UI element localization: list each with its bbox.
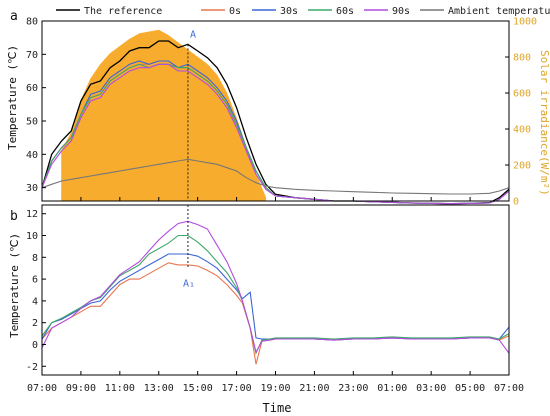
- panel-a-ytick-label: 70: [26, 50, 38, 61]
- x-tick-label: 15:00: [183, 383, 213, 394]
- panel-a-ytick-label: 30: [26, 183, 38, 194]
- annotation-a: A: [190, 30, 196, 41]
- x-axis-label: Time: [263, 401, 292, 415]
- x-tick-label: 19:00: [260, 383, 290, 394]
- legend-label-60s: 60s: [336, 6, 354, 17]
- panel-a-ylabel: Temperature (℃): [6, 45, 19, 150]
- x-tick-label: 23:00: [338, 383, 368, 394]
- panel-a-ytick-label: 60: [26, 83, 38, 94]
- panel-b-ytick-label: 6: [32, 275, 38, 286]
- x-tick-label: 07:00: [494, 383, 524, 394]
- panel-b-series-30s: [41, 253, 510, 341]
- panel-b-ytick-label: 2: [32, 318, 38, 329]
- x-tick-label: 01:00: [377, 383, 407, 394]
- legend-label-30s: 30s: [280, 6, 298, 17]
- panel-b-series-60s: [41, 234, 510, 355]
- panel-a-ytick-label: 80: [26, 17, 38, 28]
- legend-label-0s: 0s: [229, 6, 241, 17]
- panel-a-marker: A: [187, 30, 196, 201]
- legend: The reference 0s 30s 60s 90s Ambient temperat…: [56, 6, 550, 17]
- panel-a-right-ticks: 0 200 400 600 800 1000: [505, 17, 537, 208]
- panel-a-y2tick-label: 600: [513, 89, 531, 100]
- panel-a-y2tick-label: 0: [513, 197, 519, 208]
- x-tick-label: 13:00: [144, 383, 174, 394]
- x-tick-label: 17:00: [222, 383, 252, 394]
- panel-a-y2tick-label: 1000: [513, 17, 537, 28]
- panel-b-x-ticks: 07:00 09:00 11:00 13:00 15:00 17:00 19:00 21:00…: [27, 197, 524, 394]
- panel-b-label: b: [10, 209, 18, 224]
- panel-b-ylabel: Temperature (℃): [8, 233, 21, 338]
- panel-b-ytick-label: 0: [32, 340, 38, 351]
- x-tick-label: 09:00: [66, 383, 96, 394]
- legend-label-90s: 90s: [392, 6, 410, 17]
- panel-a-series-90s: [41, 63, 510, 205]
- x-tick-label: 05:00: [455, 383, 485, 394]
- legend-label-ambient-temperature: Ambient temperature: [448, 6, 550, 17]
- x-tick-label: 07:00: [27, 383, 57, 394]
- panel-b-left-ticks: -2 0 2 4 6 8 10 12: [26, 209, 46, 373]
- panel-b-ytick-label: 12: [26, 209, 38, 220]
- panel-a-y2label: Solar irradiance(W/m²): [538, 50, 550, 196]
- panel-a-left-ticks: 30 40 50 60 70 80: [26, 17, 46, 194]
- panel-a: 30 40 50 60 70 80 0 200 400 600 800 1000 A a Tempe…: [6, 9, 550, 208]
- panel-a-label: a: [10, 9, 18, 24]
- annotation-a1: A₁: [183, 279, 195, 290]
- panel-b: -2 0 2 4 6 8 10 12 07:00 09:00 11:00 13:00 15:00 17:…: [8, 197, 524, 415]
- panel-b-ytick-label: 8: [32, 253, 38, 264]
- panel-b-marker: A₁: [183, 205, 195, 290]
- panel-a-lines: [41, 40, 510, 205]
- panel-b-ytick-label: 4: [32, 296, 38, 307]
- panel-b-ytick-label: -2: [26, 362, 38, 373]
- panel-a-y2tick-label: 800: [513, 53, 531, 64]
- panel-b-series-0s: [41, 262, 510, 365]
- x-tick-label: 03:00: [416, 383, 446, 394]
- panel-a-y2tick-label: 400: [513, 125, 531, 136]
- panel-a-ytick-label: 50: [26, 117, 38, 128]
- panel-b-series-90s: [41, 220, 510, 354]
- panel-b-frame: [41, 204, 510, 376]
- panel-a-ytick-label: 40: [26, 150, 38, 161]
- panel-b-ytick-label: 10: [26, 231, 38, 242]
- panel-a-series-ambient-temperature: [41, 158, 510, 195]
- panel-a-y2tick-label: 200: [513, 161, 531, 172]
- x-tick-label: 21:00: [299, 383, 329, 394]
- legend-label-the-reference: The reference: [84, 6, 162, 17]
- panel-b-lines: [41, 220, 510, 365]
- x-tick-label: 11:00: [105, 383, 135, 394]
